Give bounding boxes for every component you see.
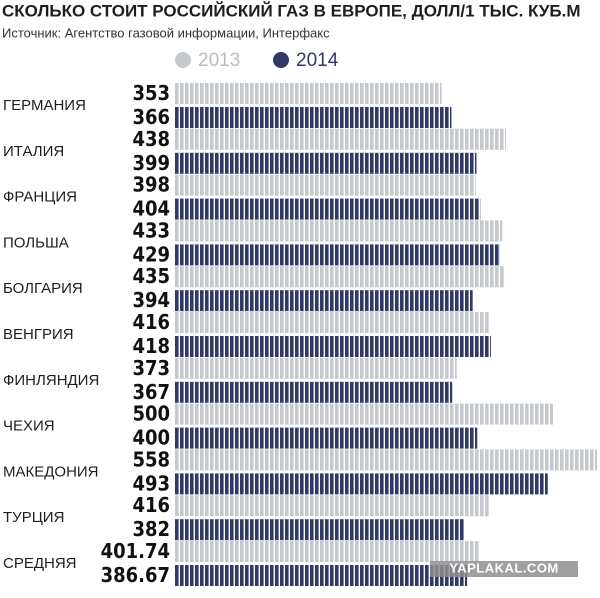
- watermark: YAPLAKAL.COM: [449, 560, 559, 575]
- bar-stripes: [174, 495, 490, 517]
- value-label: 416: [132, 310, 170, 334]
- bar-stripes: [174, 336, 491, 357]
- bar-stripes: [174, 174, 476, 196]
- bar-stripes: [174, 381, 453, 403]
- bar-stripes: [174, 290, 473, 312]
- bar-stripes: [174, 565, 468, 586]
- category-label: БОЛГАРИЯ: [3, 280, 83, 297]
- category-label: ИТАЛИЯ: [3, 143, 64, 160]
- category-label: ГЕРМАНИЯ: [3, 97, 86, 114]
- value-label: 399: [132, 151, 170, 175]
- category-label: СРЕДНЯЯ: [3, 555, 77, 572]
- bar-stripes: [174, 541, 479, 562]
- value-label: 558: [132, 447, 170, 471]
- value-label: 382: [132, 517, 170, 541]
- value-label: 493: [132, 471, 170, 495]
- legend-swatch: [273, 52, 289, 68]
- bar-stripes: [174, 198, 481, 220]
- value-label: 394: [132, 288, 170, 312]
- value-label: 418: [132, 334, 170, 358]
- legend-swatch: [175, 52, 191, 68]
- bar-stripes: [174, 473, 548, 495]
- category-label: ФИНЛЯНДИЯ: [3, 372, 99, 389]
- bar-stripes: [174, 152, 477, 174]
- value-label: 404: [132, 197, 170, 221]
- bar-stripes: [174, 83, 442, 104]
- watermark-bg: [430, 561, 578, 577]
- bar-stripes: [174, 357, 457, 379]
- value-label: 353: [132, 81, 170, 105]
- value-label: 438: [132, 127, 170, 151]
- bar-stripes: [174, 312, 490, 333]
- bar-stripes: [174, 244, 500, 266]
- bar-stripes: [174, 107, 452, 128]
- value-label: 416: [132, 493, 170, 517]
- value-label: 367: [132, 380, 170, 404]
- category-label: ВЕНГРИЯ: [3, 326, 74, 343]
- chart-title: СКОЛЬКО СТОИТ РОССИЙСКИЙ ГАЗ В ЕВРОПЕ, Д…: [2, 1, 581, 20]
- bar-stripes: [174, 266, 504, 288]
- value-label: 435: [132, 264, 170, 288]
- value-label: 366: [132, 105, 170, 129]
- value-label: 401.74: [101, 539, 170, 563]
- chart-subtitle: Источник: Агентство газовой информации, …: [2, 25, 330, 40]
- value-label: 386.67: [101, 563, 170, 587]
- bar-stripes: [174, 449, 597, 471]
- bar-stripes: [174, 220, 503, 242]
- value-label: 429: [132, 242, 170, 266]
- bar-stripes: [174, 427, 478, 449]
- value-label: 400: [132, 426, 170, 450]
- value-label: 433: [132, 218, 170, 242]
- value-label: 500: [132, 402, 170, 426]
- category-label: ЧЕХИЯ: [3, 418, 55, 435]
- legend-label: 2014: [296, 50, 339, 71]
- category-label: ПОЛЬША: [3, 234, 69, 251]
- bar-stripes: [174, 519, 464, 541]
- category-label: ФРАНЦИЯ: [3, 189, 77, 206]
- bar-stripes: [174, 128, 507, 150]
- value-label: 373: [132, 356, 170, 380]
- category-label: ТУРЦИЯ: [3, 509, 64, 526]
- legend-label: 2013: [198, 50, 240, 71]
- category-label: МАКЕДОНИЯ: [3, 463, 99, 480]
- bar-stripes: [174, 403, 554, 425]
- value-label: 398: [132, 173, 170, 197]
